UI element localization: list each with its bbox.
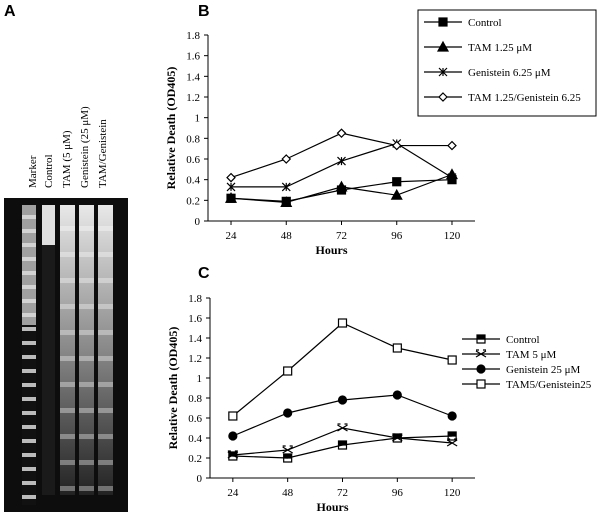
y-tick-label: 1.6: [186, 51, 200, 63]
panel-label: C: [198, 265, 210, 282]
line-chart: B 0 0.2 0.4 0.6 0.8 1 1.2 1.4 1.6 1.8 24 48 72 96 120 Ho…: [164, 3, 597, 257]
x-tick-label: 96: [392, 487, 404, 499]
x-tick-label: 48: [281, 230, 293, 242]
marker: [447, 140, 457, 151]
marker: [476, 334, 486, 344]
marker: [436, 40, 450, 52]
lane-label: Genistein (25 μM): [79, 106, 91, 188]
marker: [438, 17, 448, 27]
legend-label: TAM 1.25 μM: [468, 42, 532, 54]
marker: [438, 92, 448, 102]
line-chart: C 0 0.2 0.4 0.6 0.8 1 1.2 1.4 1.6 1.8 24 48 72 96 120 Ho…: [166, 265, 592, 514]
marker: [447, 355, 457, 365]
gel-image: [4, 198, 128, 512]
y-tick-label: 1.2: [186, 92, 200, 104]
legend-label: Control: [506, 334, 540, 346]
lane-labels: Marker Control TAM (5 μM) Genistein (25 μM)…: [27, 106, 109, 188]
lane-label: Marker: [27, 155, 39, 188]
x-tick-label: 120: [444, 487, 461, 499]
lane-label: TAM/Genistein: [97, 119, 109, 188]
y-tick-label: 0.4: [186, 175, 200, 187]
marker: [392, 390, 402, 400]
marker: [476, 379, 486, 389]
marker: [281, 154, 292, 164]
y-tick-label: 0.2: [186, 195, 200, 207]
lane-label: Control: [43, 154, 55, 188]
series-line: [232, 435, 453, 459]
marker: [282, 445, 293, 454]
y-axis-label: Relative Death (OD405): [166, 327, 180, 450]
x-tick-label: 96: [391, 230, 403, 242]
marker: [337, 423, 348, 432]
legend-label: Control: [468, 17, 502, 29]
y-tick-label: 0.4: [188, 433, 202, 445]
marker: [336, 128, 347, 139]
marker: [227, 450, 239, 459]
marker: [280, 196, 293, 207]
y-tick-label: 1.6: [188, 313, 202, 325]
y-axis-label: Relative Death (OD405): [164, 67, 178, 190]
marker: [228, 431, 238, 441]
x-tick-label: 72: [336, 230, 347, 242]
y-tick-label: 0.8: [188, 393, 202, 405]
series-line: [230, 132, 452, 179]
marker: [335, 180, 348, 192]
marker: [447, 411, 457, 421]
marker: [446, 438, 458, 447]
panel-label: B: [198, 3, 210, 20]
y-tick-label: 0.8: [186, 133, 200, 145]
marker: [392, 177, 402, 187]
y-tick-label: 0.2: [188, 453, 202, 465]
x-axis-label: Hours: [316, 500, 348, 514]
lane-label: TAM (5 μM): [61, 130, 73, 188]
marker: [476, 364, 486, 374]
legend-box: [417, 9, 597, 117]
marker: [438, 67, 448, 77]
marker: [475, 349, 487, 358]
marker: [337, 156, 346, 166]
marker: [226, 182, 236, 192]
x-tick-label: 48: [282, 487, 294, 499]
y-tick-label: 0: [197, 473, 203, 485]
legend-label: TAM5/Genistein25: [506, 379, 592, 391]
y-tick-label: 1: [195, 113, 201, 125]
y-tick-label: 1: [197, 373, 203, 385]
legend-label: Genistein 25 μM: [506, 364, 581, 376]
marker: [283, 366, 293, 376]
x-tick-label: 24: [226, 230, 238, 242]
marker: [283, 408, 293, 418]
marker: [390, 188, 403, 200]
y-tick-label: 1.4: [188, 333, 202, 345]
y-tick-label: 0: [195, 216, 201, 228]
y-tick-label: 1.2: [188, 353, 202, 365]
y-tick-label: 0.6: [188, 413, 202, 425]
legend-label: TAM 1.25/Genistein 6.25: [468, 92, 581, 104]
x-tick-label: 24: [227, 487, 239, 499]
charts: B 0 0.2 0.4 0.6 0.8 1 1.2 1.4 1.6 1.8 24 48 72 96 120 Ho…: [164, 3, 597, 514]
legend-label: TAM 5 μM: [506, 349, 556, 361]
marker: [392, 343, 402, 353]
marker: [228, 411, 238, 421]
marker: [281, 182, 291, 192]
marker: [337, 318, 348, 328]
marker: [337, 440, 348, 450]
marker: [224, 192, 238, 203]
y-tick-label: 1.4: [186, 71, 200, 83]
y-tick-label: 0.6: [186, 154, 200, 166]
marker: [226, 172, 236, 183]
legend-label: Genistein 6.25 μM: [468, 67, 551, 79]
y-tick-label: 1.8: [186, 30, 200, 42]
marker: [392, 433, 403, 442]
panel-label: A: [4, 3, 16, 20]
x-tick-label: 120: [444, 230, 461, 242]
x-tick-label: 72: [337, 487, 348, 499]
marker: [447, 173, 457, 183]
x-axis-label: Hours: [315, 243, 347, 257]
marker: [391, 140, 402, 151]
y-tick-label: 1.8: [188, 293, 202, 305]
marker: [337, 395, 348, 405]
marker: [283, 453, 293, 463]
